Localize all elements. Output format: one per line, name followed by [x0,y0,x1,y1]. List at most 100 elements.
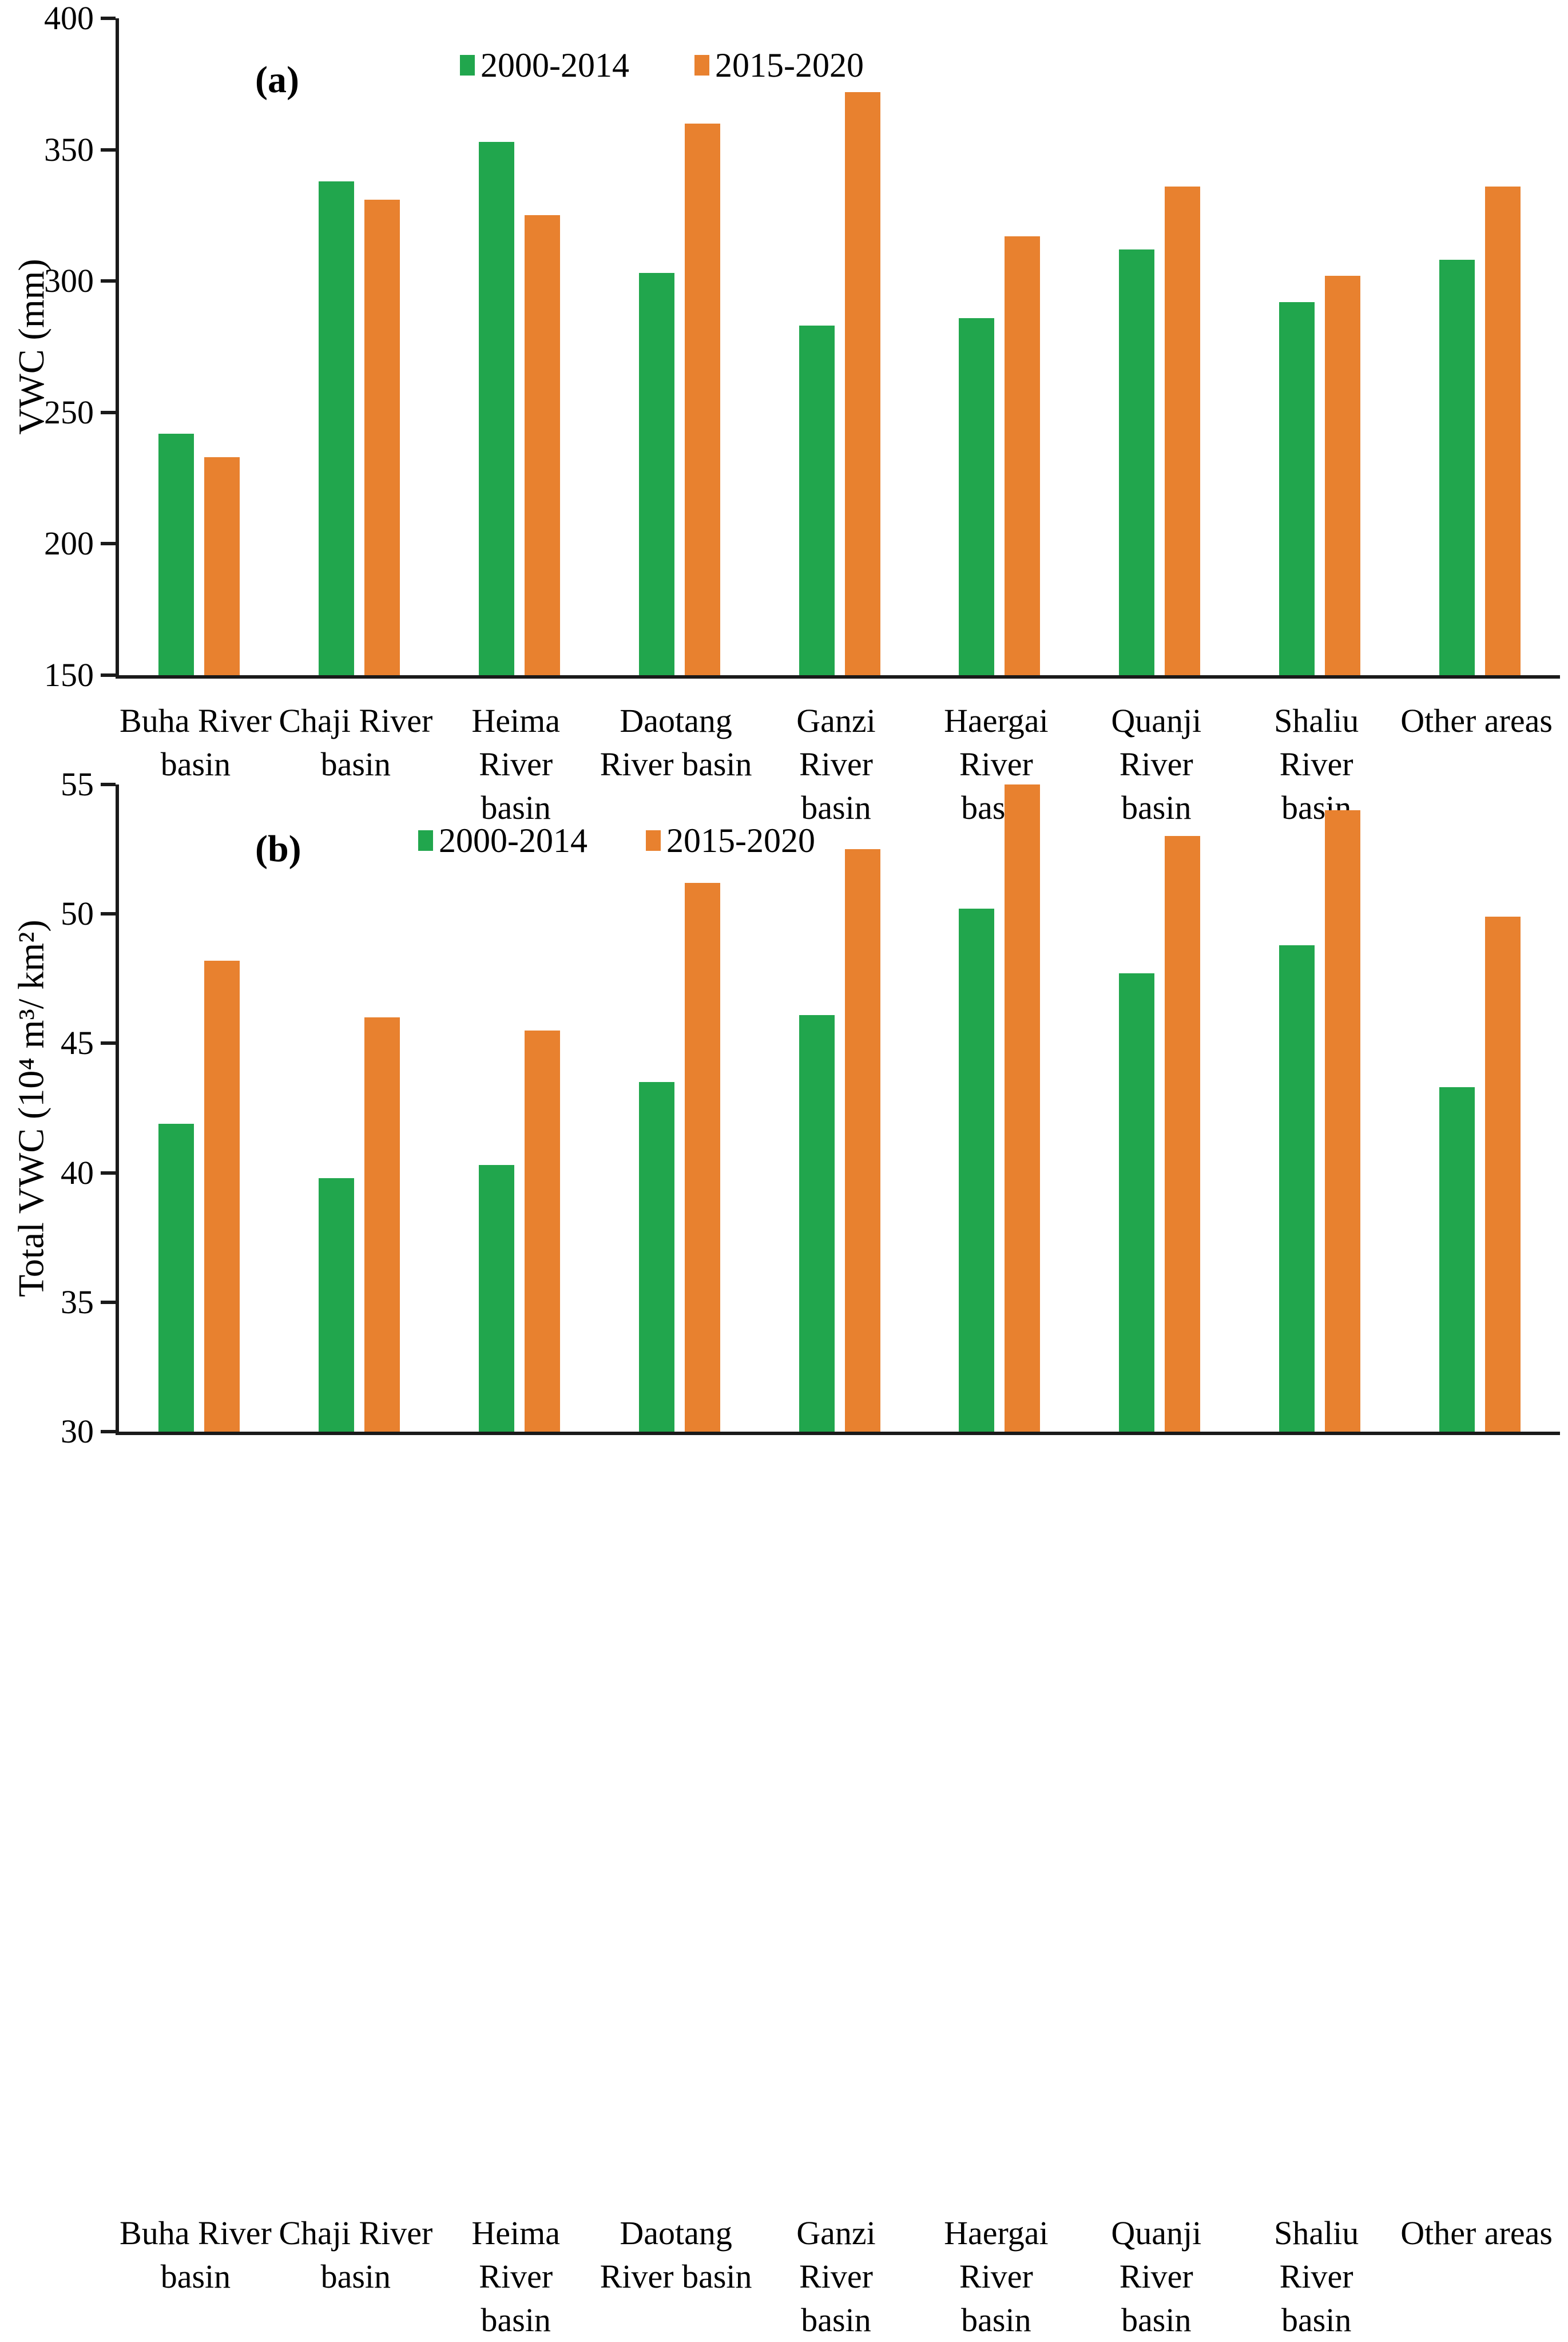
bar-2015-2020 [684,123,720,675]
bar-2000-2014 [1279,945,1315,1432]
tick-mark-icon [101,673,116,677]
x-category-label: Shaliu River basin [1274,2214,1359,2339]
legend-swatch-icon [645,830,661,851]
y-tick-label: 40 [61,1154,94,1191]
tick-mark-icon [101,1171,116,1175]
legend-swatch-icon [694,55,709,76]
y-tick: 200 [25,527,116,560]
y-tick-label: 200 [44,525,94,562]
category-group [760,18,920,675]
category-group [279,784,439,1432]
tick-mark-icon [101,148,116,152]
category-group [760,784,920,1432]
x-category-label: Buha River basin [120,702,272,783]
y-tick-label: 350 [44,130,94,168]
bar-2000-2014 [1119,973,1155,1432]
legend-label: 2000-2014 [439,822,587,859]
y-tick-label: 50 [61,895,94,933]
bar-2015-2020 [204,457,240,675]
y-tick-label: 400 [44,0,94,37]
y-tick: 55 [25,768,116,801]
x-category-label: Ganzi River basin [796,702,876,826]
bar-2000-2014 [158,1123,194,1432]
y-tick: 300 [25,264,116,298]
y-tick-label: 300 [44,262,94,300]
bar-2000-2014 [478,1165,514,1432]
legend-item: 2015-2020 [694,48,864,82]
x-category-label: Haergai River basin [944,2214,1049,2339]
x-category-label: Ganzi River basin [796,2214,876,2339]
bar-2015-2020 [1165,186,1201,675]
bar-2000-2014 [318,181,354,675]
legend-item: 2000-2014 [418,823,587,858]
bar-2000-2014 [158,433,194,675]
legend-item: 2000-2014 [460,48,629,82]
category-group [1240,784,1400,1432]
category-group [1400,784,1560,1432]
bar-2000-2014 [959,318,995,675]
bar-2015-2020 [1165,836,1201,1432]
x-category-label: Quanji River basin [1111,702,1202,826]
panel-tag: (b) [255,828,301,870]
x-category-label: Heima River basin [471,702,561,826]
y-tick-label: 45 [61,1024,94,1062]
category-group [119,18,279,675]
bar-2000-2014 [1119,249,1155,675]
y-tick-label: 30 [61,1413,94,1450]
bar-2015-2020 [1325,810,1361,1432]
category-group [919,784,1079,1432]
tick-mark-icon [101,17,116,20]
panel-b: Total VWC (10⁴ m³/ km²) 30 35 40 45 50 55 (b)… [0,761,1568,2339]
bar-2015-2020 [204,960,240,1432]
y-tick-label: 150 [44,656,94,694]
bar-2000-2014 [1279,302,1315,675]
category-group [279,18,439,675]
y-tick: 350 [25,133,116,167]
y-tick: 50 [25,897,116,930]
legend-label: 2000-2014 [481,46,629,84]
bar-2015-2020 [524,215,560,675]
panel-tag: (a) [255,59,299,101]
tick-mark-icon [101,410,116,414]
bar-2000-2014 [799,1015,835,1432]
y-tick: 250 [25,393,116,431]
category-group [600,784,760,1432]
y-tick-label: 55 [61,766,94,803]
tick-mark-icon [101,783,116,786]
y-axis: 30 35 40 45 50 55 [0,768,116,1448]
y-tick: 35 [25,1285,116,1319]
bar-2015-2020 [1485,916,1521,1432]
bar-2000-2014 [1439,260,1475,675]
category-group [919,18,1079,675]
legend-item: 2015-2020 [645,823,815,858]
bar-2000-2014 [1439,1087,1475,1432]
bar-2015-2020 [364,199,400,675]
y-tick-label: 250 [44,393,94,431]
legend-swatch-icon [418,830,433,851]
tick-mark-icon [101,279,116,283]
tick-mark-icon [101,542,116,546]
tick-mark-icon [101,912,116,916]
bar-2000-2014 [318,1178,354,1432]
y-tick: 45 [25,1027,116,1060]
bars-area [119,784,1560,1432]
bar-2000-2014 [638,1082,674,1432]
category-group [600,18,760,675]
legend: 2000-2014 2015-2020 [460,48,864,82]
legend-swatch-icon [460,55,475,76]
x-category-label: Daotang River basin [600,702,752,783]
bar-2015-2020 [364,1017,400,1432]
bar-2015-2020 [1325,276,1361,675]
bar-2015-2020 [844,849,880,1432]
bar-2015-2020 [684,882,720,1432]
x-category-label: Buha River basin [120,2214,272,2295]
legend-label: 2015-2020 [714,46,864,84]
category-group [119,784,279,1432]
panel-a: VWC (mm) 150 200 250 300 350 400 (a) 2000-201… [0,0,1568,826]
x-axis-labels: Buha River basin Chaji River basin Heima Riv… [116,2212,1557,2342]
category-group [439,784,600,1432]
x-category-label: Heima River basin [471,2214,561,2339]
bars-area [119,18,1560,675]
category-group [439,18,600,675]
bar-2015-2020 [1005,236,1041,675]
